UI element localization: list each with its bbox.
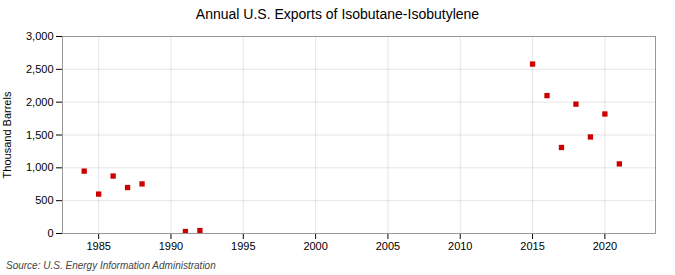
- svg-text:1985: 1985: [86, 240, 110, 252]
- html-text:Source: U.S. Energy Informatio: Source: U.S. Energy Information Administ…: [6, 260, 216, 271]
- svg-text:2,500: 2,500: [26, 63, 54, 75]
- svg-text:500: 500: [35, 194, 53, 206]
- svg-text:2005: 2005: [376, 240, 400, 252]
- svg-text:2000: 2000: [303, 240, 327, 252]
- svg-text:2010: 2010: [448, 240, 472, 252]
- svg-text:2020: 2020: [593, 240, 617, 252]
- html-text:Annual U.S. Exports of Isobuta: Annual U.S. Exports of Isobutane-Isobuty…: [195, 6, 480, 22]
- svg-text:1995: 1995: [231, 240, 255, 252]
- svg-text:1,000: 1,000: [26, 161, 54, 173]
- svg-text:0: 0: [47, 227, 53, 239]
- svg-text:3,000: 3,000: [26, 30, 54, 42]
- svg-text:Thousand Barrels: Thousand Barrels: [1, 91, 13, 178]
- svg-text:2,000: 2,000: [26, 96, 54, 108]
- svg-text:1,500: 1,500: [26, 129, 54, 141]
- svg-text:1990: 1990: [159, 240, 183, 252]
- svg-text:2015: 2015: [520, 240, 544, 252]
